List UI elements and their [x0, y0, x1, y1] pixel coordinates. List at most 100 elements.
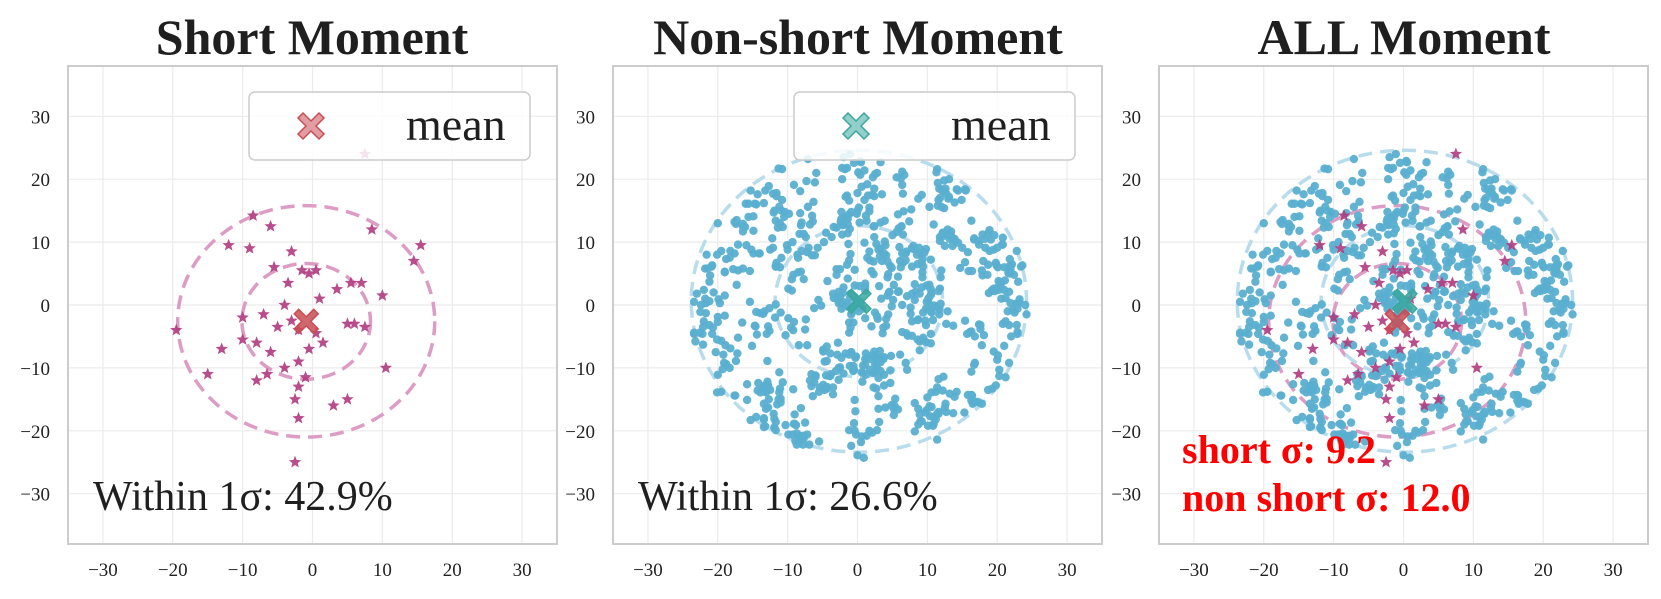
data-point — [1321, 202, 1330, 212]
data-point — [935, 310, 944, 319]
data-point — [1422, 244, 1431, 253]
data-point — [1353, 251, 1363, 260]
data-point — [1295, 226, 1304, 235]
data-point — [876, 244, 885, 253]
data-point — [1376, 245, 1389, 257]
data-point — [1439, 317, 1452, 330]
data-point — [313, 292, 326, 304]
data-point — [1259, 317, 1268, 327]
data-point — [1484, 386, 1493, 395]
data-point — [1552, 332, 1562, 341]
data-point — [1566, 300, 1576, 310]
data-point — [719, 350, 728, 359]
data-point — [703, 264, 712, 273]
data-point — [330, 282, 344, 295]
data-point — [705, 271, 715, 280]
data-point — [1506, 408, 1515, 417]
data-point — [805, 376, 815, 385]
data-point — [1299, 190, 1308, 199]
data-point — [858, 377, 867, 386]
data-point — [295, 263, 309, 276]
data-point — [316, 336, 330, 348]
data-point — [288, 455, 302, 468]
data-point — [1418, 384, 1427, 393]
data-point — [921, 320, 931, 330]
data-point — [1405, 453, 1414, 463]
data-point — [1471, 202, 1480, 212]
x-tick-label: −30 — [88, 560, 118, 581]
data-point — [1295, 249, 1304, 258]
data-point — [376, 289, 389, 301]
data-point — [1383, 411, 1396, 424]
legend-mean-marker — [841, 111, 871, 141]
data-point — [833, 350, 842, 359]
data-point — [215, 342, 228, 355]
data-point — [744, 199, 753, 208]
data-point — [1388, 163, 1398, 173]
data-point — [1393, 441, 1402, 451]
data-point — [1013, 329, 1022, 339]
data-point — [1472, 255, 1482, 264]
data-point — [1416, 232, 1425, 242]
data-point — [738, 264, 748, 273]
data-point — [1559, 329, 1568, 339]
data-point — [1261, 298, 1271, 308]
data-point — [1433, 302, 1442, 311]
data-point — [1311, 326, 1320, 335]
data-point — [1358, 168, 1367, 178]
data-point — [995, 371, 1004, 381]
data-point — [745, 266, 755, 276]
data-point — [934, 286, 943, 296]
data-point — [742, 241, 751, 250]
data-point — [926, 329, 936, 339]
data-point — [898, 180, 907, 190]
data-point — [775, 263, 785, 272]
data-point — [770, 313, 780, 322]
data-point — [969, 234, 979, 243]
data-point — [777, 253, 786, 263]
data-point — [1245, 317, 1255, 326]
data-point — [1514, 399, 1523, 408]
data-point — [1290, 199, 1299, 208]
data-point — [1339, 250, 1348, 259]
data-point — [1414, 368, 1424, 378]
data-point — [1333, 286, 1343, 295]
data-point — [1333, 275, 1343, 284]
data-point — [861, 370, 871, 380]
data-point — [1527, 243, 1536, 252]
x-tick-label: 10 — [373, 560, 392, 581]
y-tick-label: 20 — [1122, 170, 1141, 191]
data-point — [1447, 256, 1456, 265]
data-point — [1513, 216, 1522, 225]
data-point — [1265, 350, 1274, 359]
data-point — [730, 391, 739, 400]
data-point — [921, 244, 931, 254]
data-point — [1351, 367, 1365, 380]
data-point — [1444, 300, 1453, 310]
mean-markers — [845, 288, 872, 315]
data-point — [896, 263, 906, 272]
data-point — [907, 331, 917, 341]
data-point — [839, 369, 848, 378]
data-point — [267, 260, 281, 273]
data-point — [1444, 180, 1453, 190]
data-point — [898, 230, 908, 239]
data-point — [1372, 349, 1381, 358]
data-point — [1379, 338, 1389, 347]
data-point — [1305, 198, 1315, 208]
data-point — [1313, 238, 1326, 251]
data-point — [1383, 175, 1393, 184]
data-point — [1420, 417, 1430, 427]
data-point — [979, 256, 988, 266]
data-point — [1340, 437, 1350, 447]
y-tick-label: 20 — [31, 170, 50, 191]
data-point — [992, 261, 1001, 270]
data-point — [1415, 257, 1424, 266]
data-point — [872, 384, 881, 393]
data-point — [1432, 366, 1441, 375]
data-point — [1547, 373, 1556, 382]
data-point — [709, 288, 718, 297]
data-point — [968, 399, 977, 408]
data-point — [1483, 202, 1492, 212]
data-point — [1407, 211, 1417, 220]
